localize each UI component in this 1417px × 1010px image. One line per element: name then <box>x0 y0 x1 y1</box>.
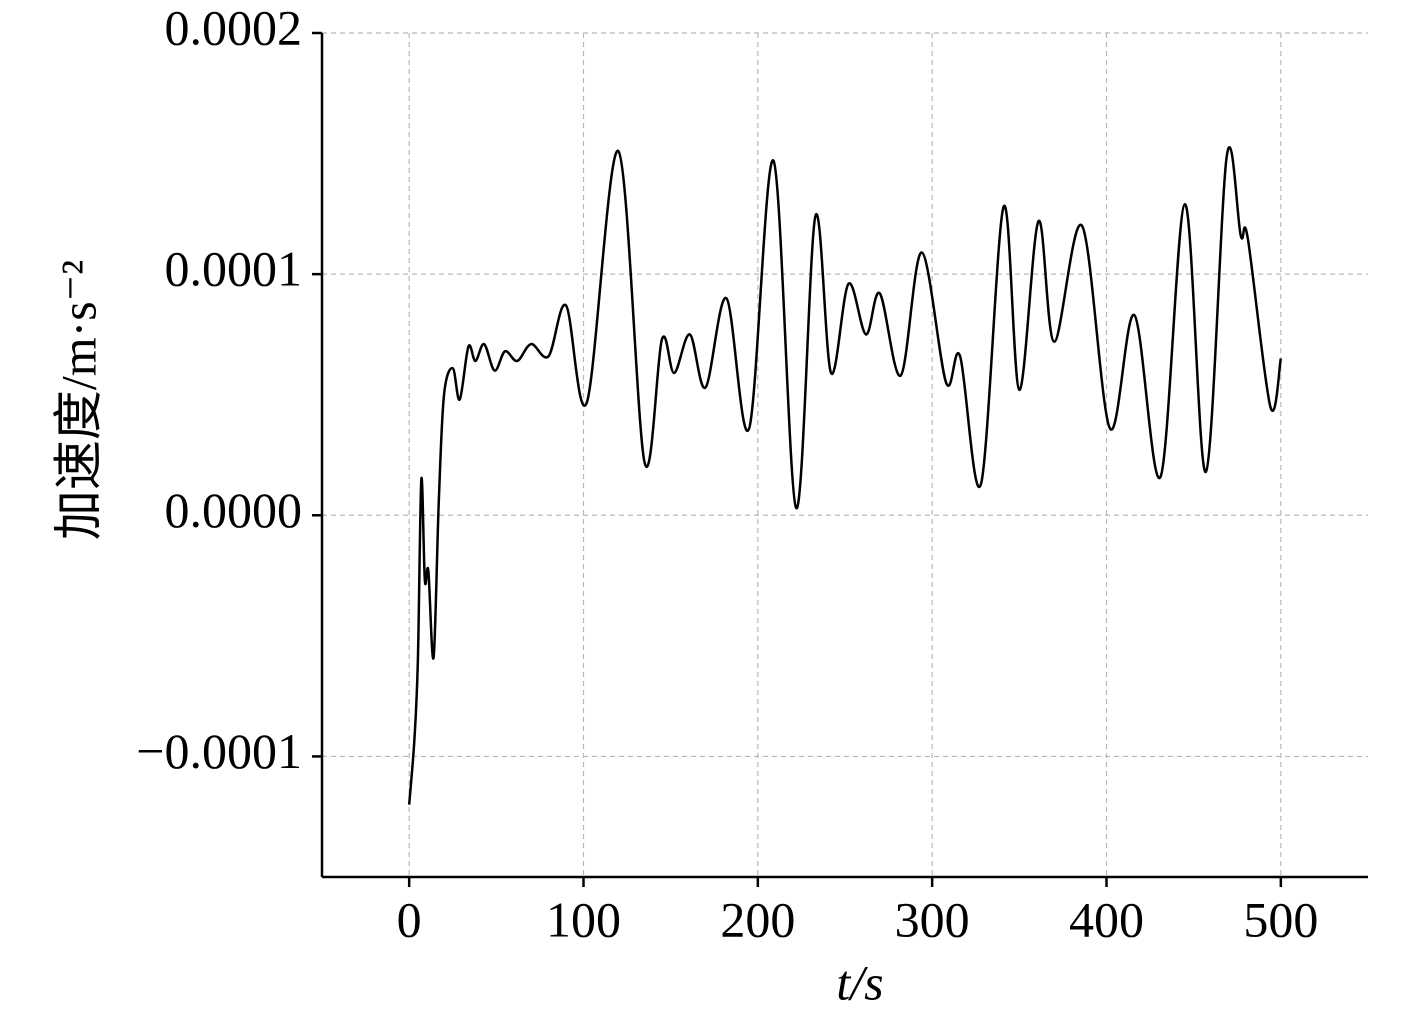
x-tick-label: 100 <box>546 891 621 947</box>
y-tick-label: −0.0001 <box>136 723 302 779</box>
y-axis-label: 加速度/m·s⁻² <box>50 260 106 540</box>
x-axis-label: t/s <box>836 954 883 1010</box>
y-tick-label: 0.0001 <box>165 241 303 297</box>
x-tick-label: 0 <box>397 891 422 947</box>
x-tick-label: 500 <box>1243 891 1318 947</box>
data-line <box>407 145 1283 805</box>
x-tick-label: 400 <box>1069 891 1144 947</box>
x-tick-label: 200 <box>720 891 795 947</box>
x-tick-label: 300 <box>895 891 970 947</box>
y-tick-label: 0.0002 <box>165 0 303 55</box>
y-tick-label: 0.0000 <box>165 482 303 538</box>
